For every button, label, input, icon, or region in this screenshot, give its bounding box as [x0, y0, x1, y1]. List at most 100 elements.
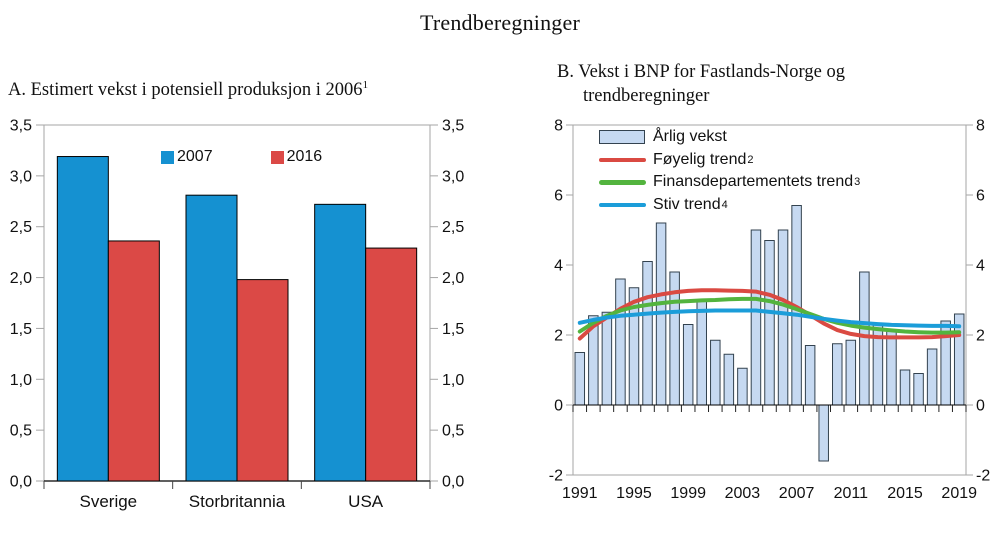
bar-1994: [615, 278, 626, 406]
y-tick-label-left: 2: [554, 328, 563, 345]
figure-title: Trendberegninger: [419, 10, 580, 35]
bar-storbritannia-2016: [236, 279, 289, 482]
y-tick-label-left: 0,0: [10, 474, 32, 491]
legend-swatch-wrap: [599, 130, 646, 145]
y-tick-label-left: 0,5: [10, 423, 32, 440]
bar-2016: [913, 373, 924, 406]
legend-label: Føyelig trend: [653, 150, 747, 168]
bar-2008: [804, 345, 816, 406]
panel-b-chart: -2 -2 0 0 2 2 4 4 6 6 8 8 1991 1995 1999 2003 2007 2011 20…: [549, 118, 991, 503]
y-tick-label-left: 0: [554, 398, 563, 415]
bar-2002: [723, 353, 735, 406]
panel-a-title-footnote: 1: [362, 79, 369, 91]
bar-2012: [859, 271, 870, 406]
category-label: USA: [348, 492, 384, 511]
x-tick-label: 1995: [616, 485, 652, 502]
panel-b-title-line2: trendberegninger: [583, 86, 710, 107]
legend-swatch-2016: [270, 150, 284, 164]
legend-label: 2007: [177, 148, 213, 165]
x-tick-label: 2011: [834, 485, 869, 502]
legend-line-swatch: [599, 157, 646, 162]
bar-1991: [574, 352, 586, 406]
legend-label: Stiv trend: [653, 195, 721, 213]
y-tick-label-left: 4: [554, 258, 563, 275]
trend-line-2: [577, 308, 962, 329]
y-tick-label-left: -2: [549, 468, 563, 485]
y-tick-label-left: 3,5: [10, 118, 32, 135]
x-tick-label: 2015: [887, 485, 923, 502]
x-tick-label: 2007: [779, 485, 815, 502]
panel-a-title-text: A. Estimert vekst i potensiell produksjo…: [8, 80, 363, 101]
x-tick-label: 2019: [941, 485, 977, 502]
y-tick-label-right: 3,0: [442, 168, 464, 185]
bar-1993: [601, 311, 613, 406]
bar-2017: [926, 348, 938, 406]
y-tick-label-right: 6: [976, 188, 985, 205]
y-tick-label-left: 3,0: [10, 168, 32, 185]
y-tick-label-right: 0: [976, 398, 985, 415]
y-tick-label-left: 2,0: [10, 270, 32, 287]
legend-swatch-wrap: [599, 180, 646, 185]
bar-2006: [777, 229, 789, 406]
bar-usa-2007: [314, 203, 367, 482]
legend-swatch-wrap: [599, 202, 646, 207]
legend-label: 2016: [286, 148, 323, 165]
bar-2010: [832, 343, 843, 406]
y-tick-label-left: 1,0: [10, 372, 32, 389]
x-tick-label: 1991: [562, 485, 598, 502]
panel-b-title: B. Vekst i BNP for Fastlands-Norge og tr…: [557, 60, 845, 108]
legend-bar-swatch: [599, 130, 645, 145]
trend-line-1: [577, 296, 962, 335]
x-tick-label: 2003: [725, 485, 761, 502]
bar-2001: [710, 339, 721, 406]
legend-label: Finansdepartementets trend: [653, 173, 854, 191]
y-tick-label-right: 8: [976, 118, 985, 135]
y-tick-label-right: -2: [976, 468, 990, 485]
bar-2009: [818, 404, 829, 462]
panel-a-title: A. Estimert vekst i potensiell produksjo…: [8, 78, 368, 102]
legend-footnote-marker: 4: [721, 198, 728, 211]
bar-sverige-2007: [56, 156, 109, 482]
panel-a-legend: 2007 2016: [161, 148, 322, 166]
legend-line-swatch: [599, 180, 646, 185]
legend-line-swatch: [599, 202, 646, 207]
y-tick-label-right: 3,5: [442, 118, 464, 135]
bar-2004: [750, 229, 762, 406]
legend-footnote-marker: 2: [747, 153, 754, 166]
legend-item-trend-0: Føyelig trend 2: [599, 149, 860, 172]
legend-item-2007: 2007: [161, 148, 213, 166]
panel-a-chart: 0,0 0,0 0,5 0,5 1,0 1,0 1,5 1,5 2,0 2,0 2,5 2,5 3,0 3…: [10, 118, 465, 512]
legend-item-trend-1: Finansdepartementets trend 3: [599, 171, 860, 194]
y-tick-label-right: 2,0: [442, 270, 464, 287]
y-tick-label-right: 2: [976, 328, 985, 345]
legend-footnote-marker: 3: [854, 176, 861, 189]
panel-b-legend: Årlig vekst Føyelig trend 2 Finansdeparteme…: [599, 126, 860, 216]
panel-b-title-line1: B. Vekst i BNP for Fastlands-Norge og: [557, 62, 845, 82]
bar-usa-2016: [365, 247, 418, 482]
bar-2011: [845, 339, 857, 406]
bar-2015: [899, 369, 911, 406]
trend-line-0: [577, 288, 962, 341]
y-tick-label-right: 0,0: [442, 474, 464, 491]
bar-storbritannia-2007: [185, 194, 238, 482]
bar-1999: [682, 324, 694, 406]
bar-2000: [696, 299, 707, 406]
bar-2005: [764, 240, 775, 406]
y-tick-label-right: 4: [976, 258, 985, 275]
x-tick-label: 1999: [670, 485, 706, 502]
legend-label: Årlig vekst: [653, 128, 727, 146]
legend-item-2016: 2016: [270, 148, 323, 166]
y-tick-label-right: 2,5: [442, 219, 464, 236]
category-label: Sverige: [80, 492, 138, 511]
y-tick-label-right: 0,5: [442, 423, 464, 440]
bar-1996: [642, 261, 653, 406]
y-tick-label-left: 1,5: [10, 321, 32, 338]
legend-swatch-2007: [161, 150, 174, 164]
y-tick-label-right: 1,5: [442, 321, 464, 338]
category-label: Storbritannia: [189, 492, 286, 511]
legend-item-aarlig-vekst: Årlig vekst: [599, 126, 860, 149]
bar-2014: [886, 331, 897, 406]
y-tick-label-left: 6: [554, 188, 563, 205]
bar-2003: [737, 367, 748, 406]
